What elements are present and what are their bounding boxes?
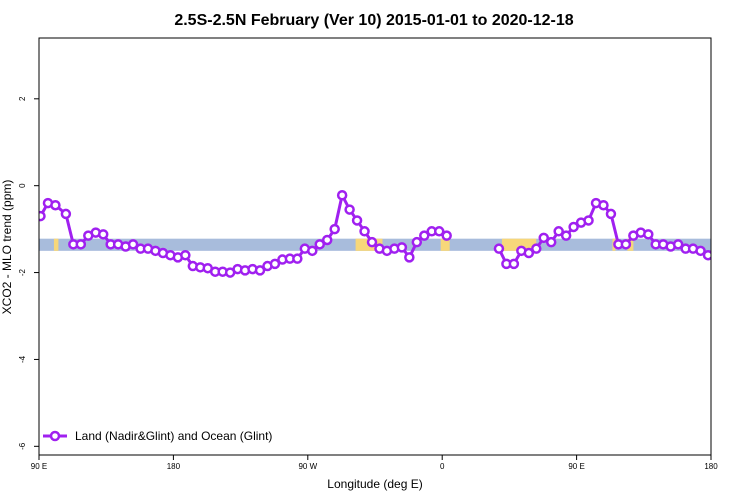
data-point xyxy=(180,249,191,261)
x-tick-label: 90 E xyxy=(31,462,47,471)
legend-label: Land (Nadir&Glint) and Ocean (Glint) xyxy=(75,429,272,443)
data-point xyxy=(411,236,423,248)
data-point xyxy=(643,229,654,240)
data-point xyxy=(441,230,452,241)
data-point xyxy=(254,265,266,276)
data-point xyxy=(620,239,632,250)
data-point xyxy=(433,226,445,237)
data-point xyxy=(531,243,542,254)
x-tick-label: 180 xyxy=(704,462,718,471)
y-tick-label: -2 xyxy=(18,268,27,276)
y-tick-label: 2 xyxy=(18,96,27,101)
plot-frame xyxy=(38,37,712,456)
data-point xyxy=(508,258,520,270)
data-point xyxy=(702,249,711,261)
y-tick-label: -6 xyxy=(18,442,27,450)
data-point xyxy=(598,199,609,211)
data-point xyxy=(60,208,72,220)
chart-title: 2.5S-2.5N February (Ver 10) 2015-01-01 t… xyxy=(174,12,573,29)
data-point xyxy=(127,239,139,250)
data-point xyxy=(97,229,109,240)
land-band-segment xyxy=(440,238,450,251)
data-point xyxy=(568,221,579,233)
data-point xyxy=(419,230,430,241)
data-point xyxy=(695,245,706,257)
data-point xyxy=(329,223,340,235)
y-tick-label: 0 xyxy=(18,183,27,188)
data-point xyxy=(605,208,617,220)
x-tick-label: 0 xyxy=(440,462,445,471)
legend: Land (Nadir&Glint) and Ocean (Glint) xyxy=(43,429,272,443)
data-point xyxy=(336,189,348,201)
y-axis: 2 0 -2 -4 -6 xyxy=(18,96,39,450)
data-point xyxy=(292,253,303,264)
data-point xyxy=(538,232,549,244)
series-layer xyxy=(39,189,711,278)
data-point xyxy=(560,230,572,241)
data-point xyxy=(493,243,505,254)
data-point xyxy=(359,226,370,237)
data-point xyxy=(553,226,564,237)
data-point xyxy=(545,236,557,248)
data-point xyxy=(50,199,61,211)
data-point xyxy=(523,247,535,259)
x-axis-label: Longitude (deg E) xyxy=(327,477,422,491)
data-point xyxy=(366,236,378,248)
y-axis-label: XCO2 - MLO trend (ppm) xyxy=(0,180,14,315)
data-point xyxy=(269,258,281,270)
x-tick-label: 90 E xyxy=(568,462,584,471)
data-point xyxy=(307,245,318,257)
legend-marker-swatch xyxy=(49,430,61,442)
y-tick-label: -4 xyxy=(18,355,27,363)
data-point xyxy=(351,215,363,226)
data-point xyxy=(75,239,87,250)
data-point xyxy=(583,215,594,226)
x-tick-label: 90 W xyxy=(298,462,317,471)
data-point xyxy=(344,204,355,215)
land-band-segment xyxy=(501,238,537,251)
data-point xyxy=(321,234,333,246)
x-axis: 90 E 180 90 W 0 90 E 180 xyxy=(31,455,718,471)
land-band-segment xyxy=(53,238,59,251)
data-point xyxy=(404,252,415,263)
data-point xyxy=(314,239,325,250)
data-point xyxy=(39,210,46,222)
data-point xyxy=(396,242,408,253)
data-point xyxy=(672,239,684,250)
x-tick-label: 180 xyxy=(167,462,181,471)
